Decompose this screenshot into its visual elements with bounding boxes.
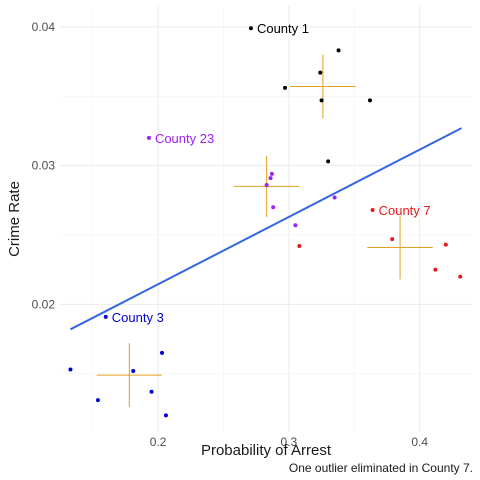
label-point bbox=[370, 207, 375, 212]
x-axis-title: Probability of Arrest bbox=[201, 442, 332, 459]
fit-line-layer bbox=[70, 127, 462, 331]
tick-labels: 0.2 0.3 0.4 0.02 0.03 0.04 bbox=[32, 20, 429, 449]
data-point bbox=[336, 48, 341, 53]
x-tick-label: 0.4 bbox=[411, 435, 428, 449]
county-labels: County 1 County 23 County 7 County 3 bbox=[112, 21, 431, 325]
grid bbox=[60, 6, 472, 432]
data-point bbox=[332, 195, 337, 200]
data-point bbox=[160, 350, 165, 355]
data-point bbox=[149, 389, 154, 394]
label-point bbox=[146, 135, 151, 140]
data-point bbox=[443, 242, 448, 247]
county-label: County 1 bbox=[257, 21, 309, 36]
data-point bbox=[297, 244, 302, 249]
data-point bbox=[367, 98, 372, 103]
county-label: County 23 bbox=[155, 131, 214, 146]
x-tick-label: 0.3 bbox=[281, 435, 298, 449]
mean-crosses bbox=[96, 54, 433, 408]
data-point bbox=[271, 205, 276, 210]
data-point bbox=[163, 413, 168, 418]
y-tick-label: 0.04 bbox=[32, 20, 56, 34]
data-point bbox=[433, 267, 438, 272]
data-point bbox=[68, 367, 73, 372]
data-point bbox=[318, 70, 323, 75]
data-point bbox=[95, 398, 100, 403]
x-tick-label: 0.2 bbox=[150, 435, 167, 449]
data-points bbox=[68, 26, 463, 418]
county-label: County 7 bbox=[379, 203, 431, 218]
data-point bbox=[264, 183, 269, 188]
data-point bbox=[390, 237, 395, 242]
data-point bbox=[319, 98, 324, 103]
regression-line bbox=[70, 127, 462, 331]
data-point bbox=[326, 159, 331, 164]
data-point bbox=[269, 171, 274, 176]
county-label: County 3 bbox=[112, 310, 164, 325]
data-point bbox=[282, 85, 287, 90]
y-tick-label: 0.03 bbox=[32, 159, 56, 173]
y-axis-title: Crime Rate bbox=[6, 181, 23, 257]
chart-caption: One outlier eliminated in County 7. bbox=[289, 461, 473, 475]
data-point bbox=[131, 368, 136, 373]
data-point bbox=[268, 176, 273, 181]
label-point bbox=[248, 26, 253, 31]
label-point bbox=[103, 314, 108, 319]
data-point bbox=[458, 274, 463, 279]
y-tick-label: 0.02 bbox=[32, 297, 56, 311]
data-point bbox=[293, 223, 298, 228]
